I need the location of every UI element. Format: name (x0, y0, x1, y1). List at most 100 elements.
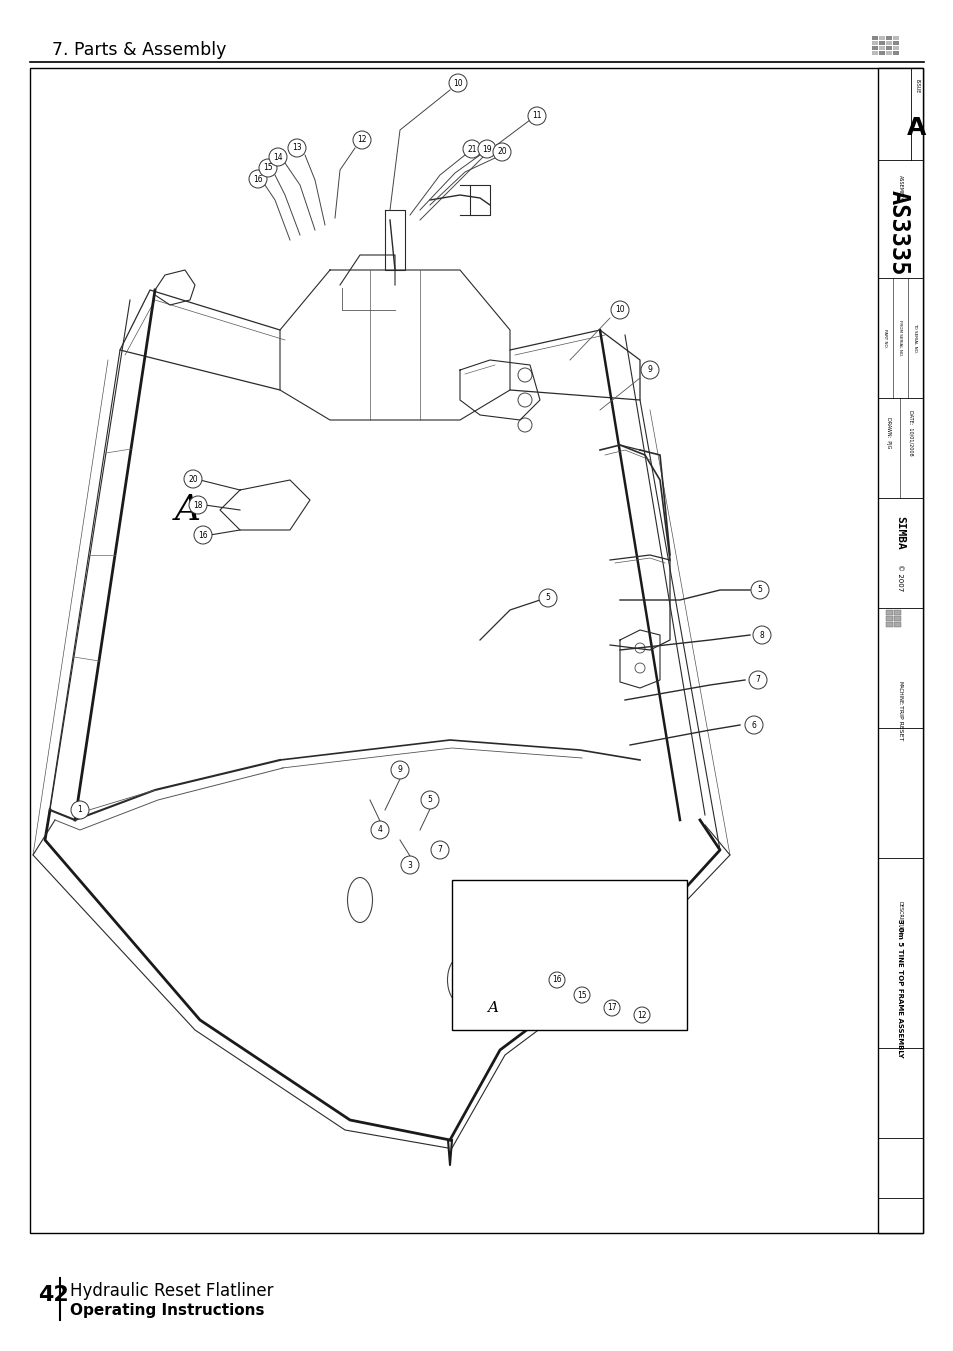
Bar (885, 36, 891, 41)
Text: TO SERIAL NO.: TO SERIAL NO. (912, 323, 916, 353)
Circle shape (371, 821, 389, 839)
Text: DATE:  10/01/2008: DATE: 10/01/2008 (907, 411, 913, 455)
Bar (878, 36, 884, 41)
Circle shape (353, 131, 371, 149)
Text: A: A (486, 1001, 497, 1015)
Text: 20: 20 (497, 147, 506, 157)
Text: Operating Instructions: Operating Instructions (70, 1304, 264, 1319)
Circle shape (610, 301, 628, 319)
Circle shape (420, 790, 438, 809)
Text: 6: 6 (751, 720, 756, 730)
Text: ISSUE: ISSUE (914, 78, 919, 93)
Bar (871, 51, 877, 55)
Text: 8: 8 (759, 631, 763, 639)
Text: 16: 16 (198, 531, 208, 539)
Text: 17: 17 (606, 1004, 617, 1012)
Text: 3.0m 5 TINE TOP FRAME ASSEMBLY: 3.0m 5 TINE TOP FRAME ASSEMBLY (897, 919, 902, 1058)
Text: 15: 15 (577, 990, 586, 1000)
Text: 1: 1 (77, 805, 82, 815)
Text: 16: 16 (253, 174, 262, 184)
Circle shape (431, 842, 449, 859)
Bar (877, 68, 923, 1233)
Circle shape (71, 801, 89, 819)
Text: 7: 7 (755, 676, 760, 685)
Circle shape (462, 141, 480, 158)
Text: © 2007: © 2007 (897, 565, 902, 592)
Bar (871, 46, 877, 50)
Bar (885, 46, 891, 50)
Circle shape (189, 496, 207, 513)
Text: 16: 16 (552, 975, 561, 985)
Bar (452, 880, 686, 1029)
Text: 5: 5 (757, 585, 761, 594)
Circle shape (538, 589, 557, 607)
Text: 9: 9 (397, 766, 402, 774)
Text: 15: 15 (263, 163, 273, 173)
Bar (885, 621, 892, 627)
Bar (892, 36, 898, 41)
Bar (878, 51, 884, 55)
Bar (871, 36, 877, 41)
Text: 13: 13 (292, 143, 301, 153)
Text: 12: 12 (356, 135, 366, 145)
Circle shape (640, 361, 659, 380)
Text: 5: 5 (545, 593, 550, 603)
Circle shape (258, 159, 276, 177)
Circle shape (493, 143, 511, 161)
Bar (892, 41, 898, 45)
Bar (892, 51, 898, 55)
Text: SIMBA: SIMBA (895, 516, 904, 550)
Bar (892, 46, 898, 50)
Text: 19: 19 (481, 145, 492, 154)
Bar (885, 51, 891, 55)
Text: 7: 7 (437, 846, 442, 854)
Text: 11: 11 (532, 112, 541, 120)
Text: ASSEMBLY: ASSEMBLY (897, 176, 902, 201)
Circle shape (400, 857, 418, 874)
Text: AS3335: AS3335 (885, 190, 909, 276)
Text: MACHINE:: MACHINE: (897, 681, 902, 705)
Text: 4: 4 (377, 825, 382, 835)
Circle shape (269, 149, 287, 166)
Bar (893, 621, 900, 627)
Circle shape (249, 170, 267, 188)
Circle shape (477, 141, 496, 158)
Bar (871, 41, 877, 45)
Circle shape (634, 1006, 649, 1023)
Text: PART NO.: PART NO. (882, 328, 886, 347)
Circle shape (603, 1000, 619, 1016)
Circle shape (750, 581, 768, 598)
Circle shape (752, 626, 770, 644)
Text: 42: 42 (38, 1285, 69, 1305)
Bar (893, 611, 900, 615)
Text: 3: 3 (407, 861, 412, 870)
Circle shape (449, 74, 467, 92)
Bar (893, 616, 900, 621)
Text: 20: 20 (188, 474, 197, 484)
Text: A: A (174, 493, 201, 527)
Text: 14: 14 (273, 153, 282, 162)
Text: 7. Parts & Assembly: 7. Parts & Assembly (52, 41, 226, 59)
Circle shape (574, 988, 589, 1002)
Circle shape (744, 716, 762, 734)
Text: 5: 5 (427, 796, 432, 804)
Text: TRIP RESET: TRIP RESET (897, 705, 902, 740)
Text: DRAWN:  PJG: DRAWN: PJG (885, 417, 890, 449)
Text: 21: 21 (467, 145, 476, 154)
Bar (885, 616, 892, 621)
Circle shape (184, 470, 202, 488)
Bar (30, 68, 923, 1233)
Circle shape (288, 139, 306, 157)
Circle shape (391, 761, 409, 780)
Text: Hydraulic Reset Flatliner: Hydraulic Reset Flatliner (70, 1282, 274, 1300)
Text: 9: 9 (647, 366, 652, 374)
Circle shape (548, 971, 564, 988)
Text: FROM SERIAL NO.: FROM SERIAL NO. (897, 320, 901, 357)
Circle shape (748, 671, 766, 689)
Bar (885, 611, 892, 615)
Text: 10: 10 (615, 305, 624, 315)
Text: DESCRIPTION:: DESCRIPTION: (897, 901, 902, 935)
Text: 10: 10 (453, 78, 462, 88)
Circle shape (193, 526, 212, 544)
Text: 12: 12 (637, 1011, 646, 1020)
